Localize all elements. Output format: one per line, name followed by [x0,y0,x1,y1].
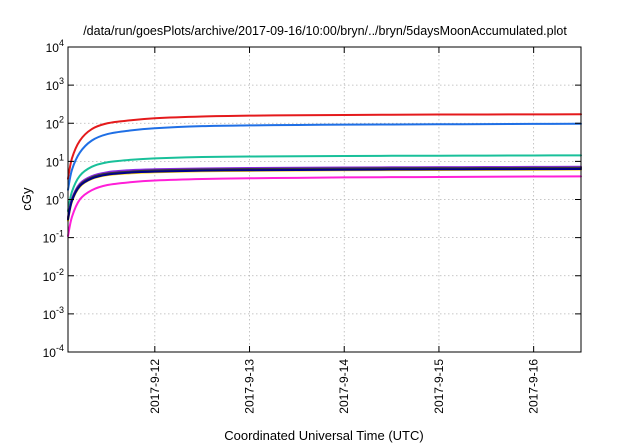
x-tick-label: 2017-9-12 [148,359,162,414]
series-line-1 [67,113,582,180]
x-axis-ticks: 2017-9-12 2017-9-13 2017-9-14 2017-9-15 2017… [148,47,541,414]
y-tick-label: 104 [46,38,64,55]
y-tick-label: 100 [46,191,64,208]
y-tick-label: 101 [46,152,64,169]
y-tick-label: 10-3 [43,305,64,322]
series-line-4 [67,165,582,218]
series-line-2 [67,122,582,191]
series-line-8 [67,175,582,238]
chart-title: /data/run/goesPlots/archive/2017-09-16/1… [83,24,567,38]
x-tick-label: 2017-9-13 [243,359,257,414]
y-tick-label: 102 [46,114,64,131]
y-tick-label: 103 [46,76,64,93]
series-lines [67,113,582,238]
x-tick-label: 2017-9-14 [337,359,351,414]
series-line-3 [67,154,582,212]
x-tick-label: 2017-9-16 [527,359,541,414]
series-line-7 [67,168,582,221]
x-tick-label: 2017-9-15 [432,359,446,414]
y-tick-label: 10-1 [43,229,64,246]
x-axis-label: Coordinated Universal Time (UTC) [224,428,423,443]
y-axis-label: cGy [19,187,34,211]
y-axis-ticks: 10-4 10-3 10-2 10-1 100 101 102 103 104 [43,38,581,360]
grid-lines [68,47,581,352]
series-line-5 [67,166,582,220]
y-tick-label: 10-4 [43,343,64,360]
y-tick-label: 10-2 [43,267,64,284]
